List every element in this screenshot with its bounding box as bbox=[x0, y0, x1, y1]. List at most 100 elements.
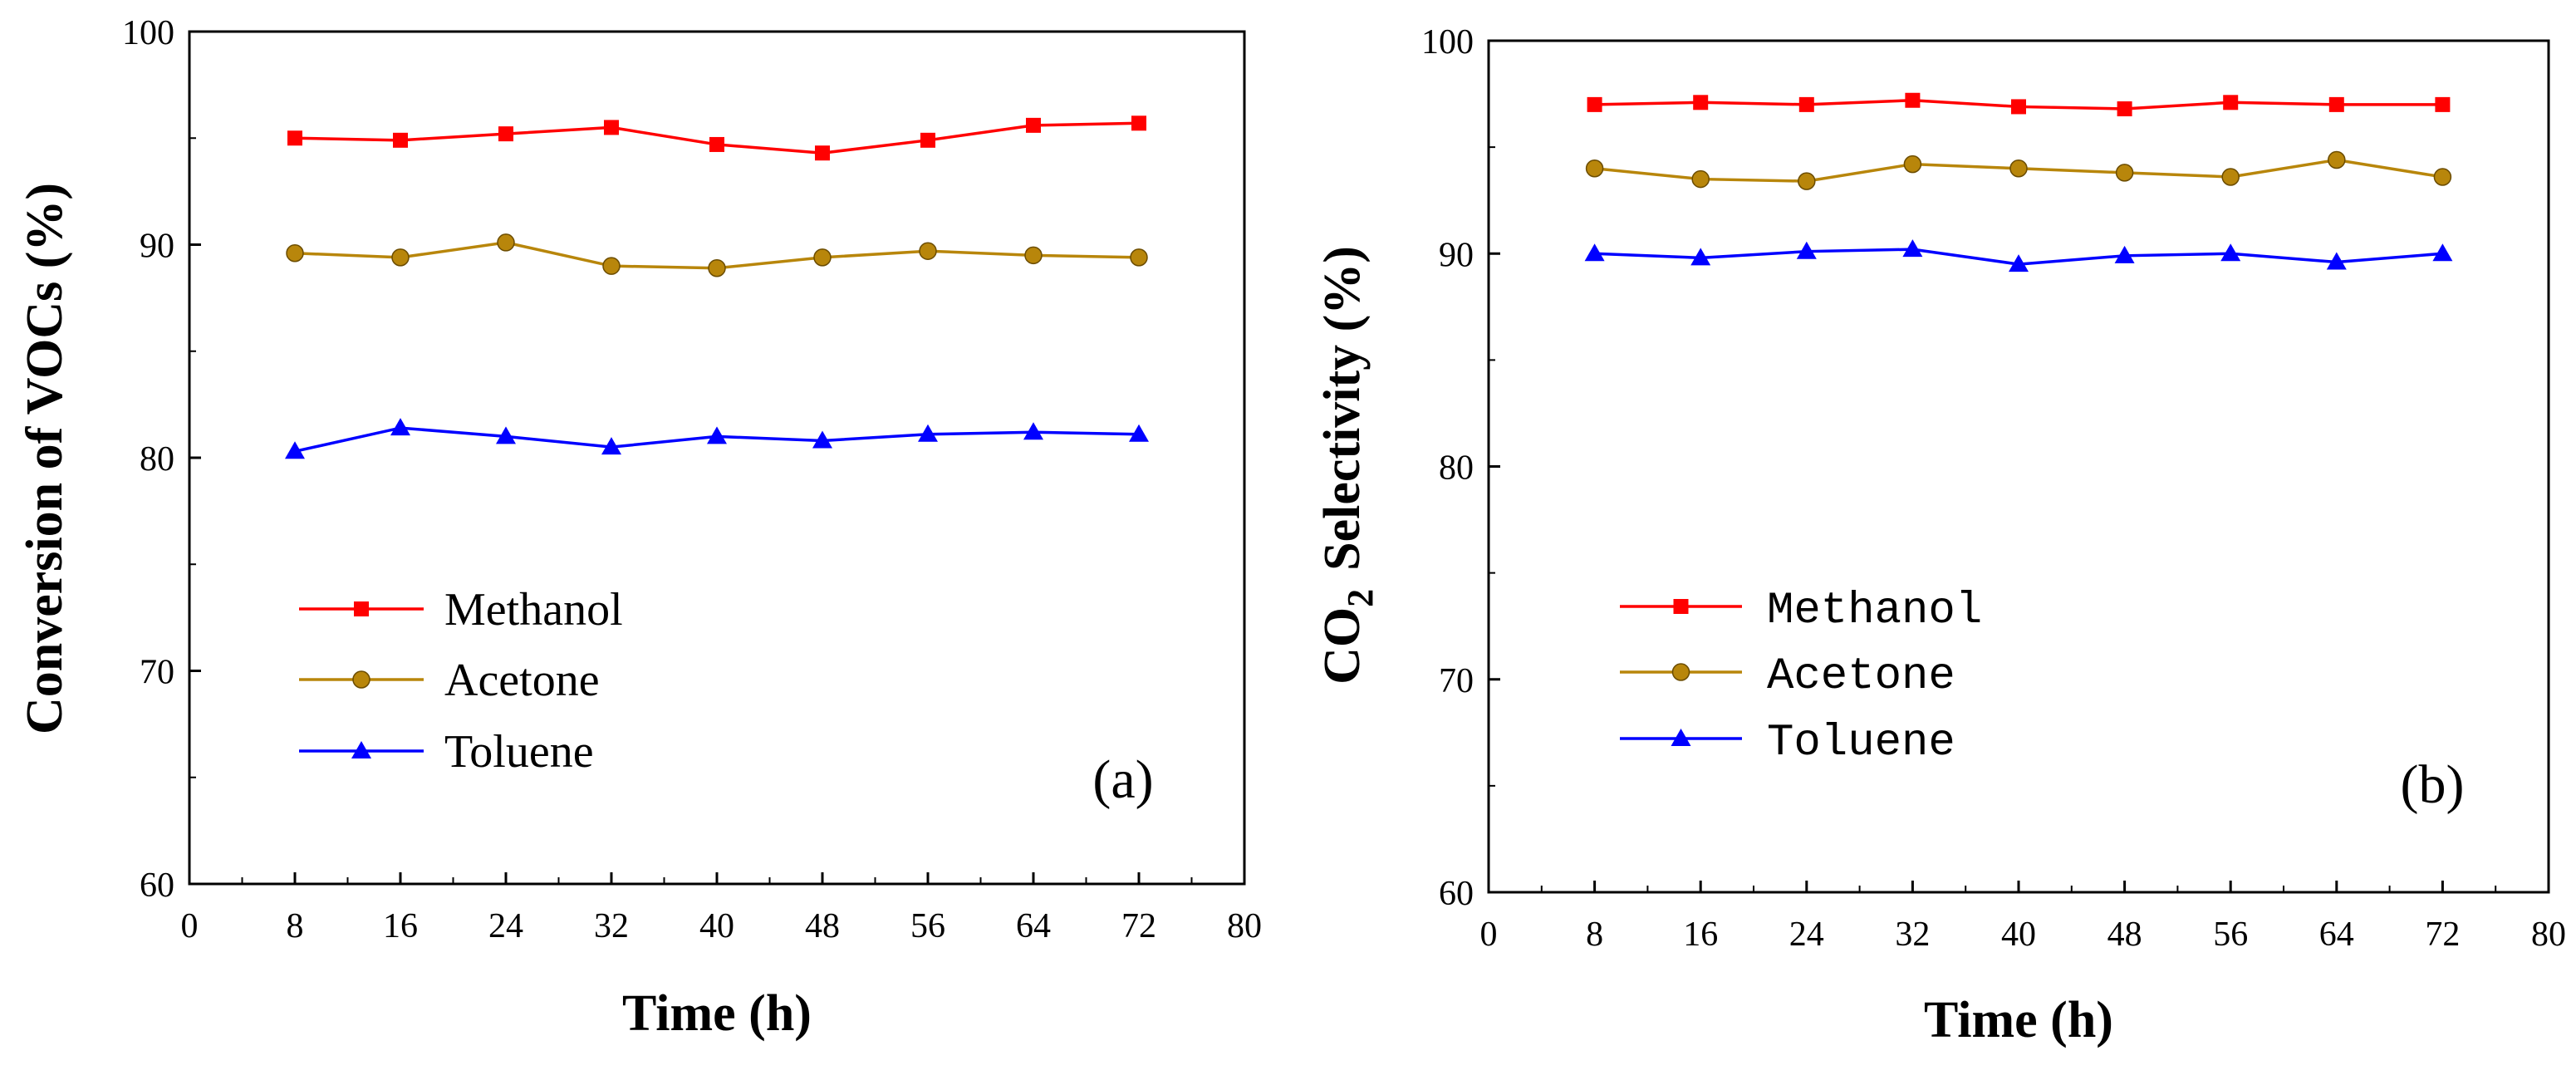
data-point-toluene-b bbox=[1690, 248, 1711, 266]
data-point-methanol-a bbox=[709, 136, 724, 152]
data-point-methanol-a bbox=[920, 132, 935, 148]
data-point-methanol-b bbox=[2011, 99, 2026, 115]
legend-label-methanol-a: Methanol bbox=[444, 584, 623, 636]
data-point-acetone-b bbox=[2115, 164, 2134, 182]
x-tick-label-b: 32 bbox=[1895, 915, 1930, 954]
data-point-toluene-b bbox=[1584, 243, 1605, 262]
data-point-acetone-a bbox=[813, 248, 832, 267]
data-point-toluene-a bbox=[1129, 424, 1149, 442]
panel-b-chart: 0 8 16 24 32 40 48 56 64 72 80 60 70 80 90 100 Time (h) C… bbox=[1314, 23, 2566, 1048]
x-tick-label-b: 40 bbox=[2001, 915, 2036, 954]
data-point-acetone-a bbox=[919, 242, 937, 260]
data-point-toluene-a bbox=[601, 437, 621, 455]
legend-label-toluene-a: Toluene bbox=[444, 726, 594, 778]
x-tick-label-b: 8 bbox=[1586, 915, 1603, 954]
data-point-acetone-a bbox=[1130, 248, 1148, 267]
data-point-acetone-a bbox=[708, 258, 726, 277]
y-tick-label-a: 70 bbox=[140, 654, 174, 692]
panel-a-chart: 0 8 16 24 32 40 48 56 64 72 80 60 70 80 90 100 Time (h) C… bbox=[17, 14, 1262, 1042]
y-tick-label-a: 100 bbox=[122, 14, 174, 52]
data-point-methanol-a bbox=[1131, 115, 1146, 131]
data-point-methanol-b bbox=[2328, 96, 2344, 112]
data-point-toluene-b bbox=[2009, 254, 2029, 272]
data-point-methanol-a bbox=[604, 120, 619, 135]
data-point-toluene-b bbox=[1902, 239, 1923, 258]
x-tick-label-a: 0 bbox=[181, 907, 199, 945]
data-point-methanol-b bbox=[1798, 96, 1814, 112]
x-tick-label-a: 80 bbox=[1227, 907, 1262, 945]
x-tick-label-b: 0 bbox=[1480, 915, 1498, 954]
plot-frame-a bbox=[188, 30, 1246, 886]
legend-marker-acetone-a bbox=[352, 670, 370, 689]
x-tick-label-a: 64 bbox=[1016, 907, 1051, 945]
x-tick-label-a: 8 bbox=[287, 907, 304, 945]
x-axis-title-a: Time (h) bbox=[622, 985, 812, 1042]
x-tick-label-a: 48 bbox=[805, 907, 840, 945]
data-point-acetone-a bbox=[1024, 246, 1043, 265]
x-tick-label-a: 32 bbox=[594, 907, 629, 945]
y-tick-label-b: 70 bbox=[1439, 662, 1474, 700]
x-tick-label-a: 24 bbox=[488, 907, 523, 945]
x-tick-label-b: 64 bbox=[2319, 915, 2354, 954]
x-tick-label-b: 80 bbox=[2531, 915, 2566, 954]
y-axis-title-rest: Selectivity (%) bbox=[1314, 246, 1371, 571]
data-point-acetone-b bbox=[2221, 168, 2240, 186]
y-tick-label-a: 90 bbox=[140, 228, 174, 266]
data-point-acetone-b bbox=[1691, 169, 1710, 189]
x-tick-label-b: 48 bbox=[2107, 915, 2142, 954]
legend-marker-methanol-a bbox=[354, 601, 369, 616]
y-tick-label-b: 60 bbox=[1439, 875, 1474, 913]
data-point-methanol-a bbox=[498, 126, 513, 142]
x-tick-label-b: 72 bbox=[2425, 915, 2460, 954]
x-tick-label-b: 56 bbox=[2213, 915, 2248, 954]
data-point-methanol-b bbox=[2435, 96, 2451, 112]
data-point-toluene-a bbox=[390, 418, 410, 436]
data-point-acetone-b bbox=[2009, 160, 2028, 178]
data-point-toluene-a bbox=[285, 441, 305, 459]
data-point-acetone-b bbox=[2328, 150, 2346, 169]
data-point-toluene-a bbox=[707, 426, 727, 444]
legend-marker-acetone-b bbox=[1671, 663, 1690, 681]
y-tick-label-b: 90 bbox=[1439, 236, 1474, 274]
x-tick-label-a: 56 bbox=[910, 907, 945, 945]
x-axis-title-b: Time (h) bbox=[1924, 992, 2113, 1048]
data-point-methanol-a bbox=[393, 132, 408, 148]
data-point-methanol-b bbox=[1693, 95, 1709, 110]
x-tick-label-b: 24 bbox=[1789, 915, 1824, 954]
data-point-methanol-b bbox=[2223, 95, 2239, 110]
data-point-toluene-a bbox=[812, 430, 832, 449]
x-tick-label-a: 72 bbox=[1121, 907, 1156, 945]
data-point-toluene-b bbox=[2432, 243, 2453, 262]
y-tick-label-a: 80 bbox=[140, 440, 174, 479]
panel-label-a: (a) bbox=[1092, 749, 1153, 810]
legend-marker-methanol-b bbox=[1673, 599, 1689, 614]
legend-label-acetone-b: Acetone bbox=[1767, 651, 1955, 702]
data-point-acetone-b bbox=[1903, 155, 1922, 174]
legend-marker-toluene-b bbox=[1671, 729, 1691, 746]
data-point-toluene-b bbox=[1796, 241, 1817, 259]
x-tick-label-a: 16 bbox=[383, 907, 418, 945]
data-point-toluene-a bbox=[496, 426, 516, 444]
x-tick-label-b: 16 bbox=[1683, 915, 1718, 954]
y-axis-title-a: Conversion of VOCs (%) bbox=[17, 183, 73, 734]
legend-label-methanol-b: Methanol bbox=[1767, 586, 1982, 636]
data-point-acetone-a bbox=[497, 233, 515, 252]
data-point-toluene-a bbox=[918, 424, 938, 442]
data-point-methanol-a bbox=[287, 130, 302, 146]
data-point-toluene-b bbox=[2326, 252, 2347, 270]
panel-label-b: (b) bbox=[2401, 754, 2465, 815]
legend-label-acetone-a: Acetone bbox=[444, 655, 600, 706]
y-axis-title-b: CO2 Selectivity (%) bbox=[1314, 246, 1381, 685]
y-axis-title-main: CO bbox=[1314, 607, 1371, 685]
data-point-toluene-a bbox=[1023, 422, 1043, 440]
data-point-acetone-b bbox=[2433, 168, 2452, 186]
legend-marker-toluene-a bbox=[351, 741, 371, 758]
data-point-acetone-a bbox=[286, 244, 304, 263]
y-tick-label-a: 60 bbox=[140, 866, 174, 905]
y-tick-label-b: 100 bbox=[1421, 23, 1474, 61]
data-point-acetone-a bbox=[602, 257, 621, 275]
data-point-toluene-b bbox=[2220, 243, 2241, 262]
x-tick-label-a: 40 bbox=[699, 907, 734, 945]
data-point-methanol-b bbox=[1905, 92, 1921, 108]
